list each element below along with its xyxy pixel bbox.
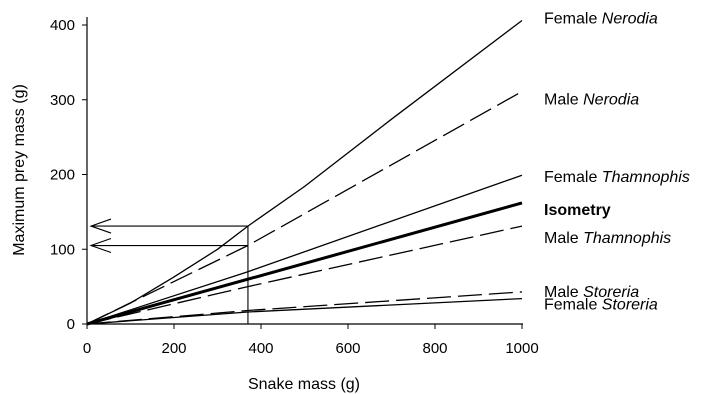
series-label: Male Nerodia [544,92,639,109]
y-tick-label: 100 [50,241,75,258]
series-label: Female Storeria [544,297,658,314]
series-label: Female Nerodia [544,11,658,28]
series-label: Isometry [544,202,611,219]
arrow-head [89,237,112,254]
series-label: Male Storeria [544,284,639,301]
axes: 0 200 400 600 800 1000 0 100 200 300 400 [50,17,539,357]
series-label: Female Thamnophis [544,169,690,186]
x-tick-label: 800 [422,340,447,357]
y-axis-title: Maximum prey mass (g) [11,84,28,256]
reference-annotation [89,218,249,324]
x-tick-label: 400 [248,340,273,357]
y-tick-label: 400 [50,17,75,34]
plot-area [86,19,523,326]
series-line [86,90,523,325]
x-tick-label: 600 [335,340,360,357]
x-tick-label: 0 [83,340,91,357]
series-line [86,201,523,326]
y-tick-label: 300 [50,92,75,109]
y-tick-label: 0 [67,316,75,333]
series-line [86,19,523,325]
x-axis-title: Snake mass (g) [248,376,360,393]
series-labels: Female Nerodia Male Nerodia Female Thamnop… [544,11,690,314]
series-label: Male Thamnophis [544,230,671,247]
arrow-head [89,218,112,234]
x-tick-label: 1000 [505,340,538,357]
y-tick-label: 200 [50,167,75,184]
x-tick-label: 200 [161,340,186,357]
